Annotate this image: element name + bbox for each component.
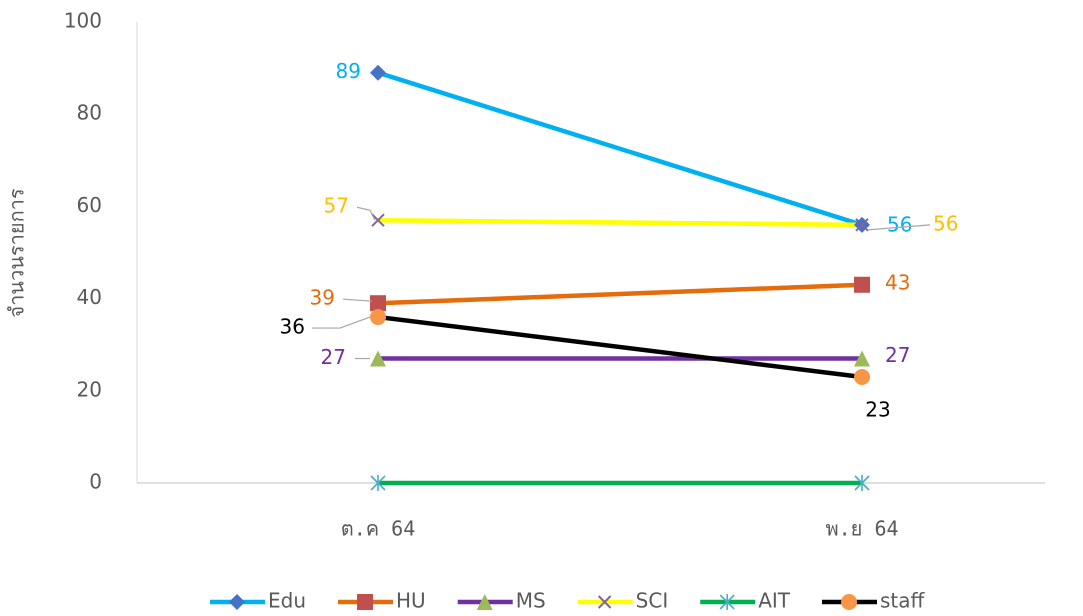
legend-label: staff <box>880 589 926 613</box>
data-label: 23 <box>865 397 890 421</box>
data-label: 27 <box>885 343 910 367</box>
series-line <box>377 217 863 228</box>
y-tick-label: 80 <box>77 101 102 125</box>
data-label: 36 <box>280 315 305 339</box>
y-tick-label: 0 <box>89 470 102 494</box>
legend-marker <box>229 594 245 610</box>
marker <box>854 350 870 367</box>
legend-label: HU <box>396 589 426 613</box>
y-tick-label: 20 <box>77 377 102 401</box>
marker <box>854 475 870 491</box>
y-tick-label: 60 <box>77 193 102 217</box>
legend-label: SCI <box>636 589 669 613</box>
data-label: 27 <box>321 345 346 369</box>
y-axis-title: จำนวนรายการ <box>5 188 29 318</box>
legend-marker <box>357 594 374 610</box>
marker <box>370 295 386 312</box>
y-tick-label: 40 <box>77 285 102 309</box>
legend-marker <box>476 594 493 610</box>
marker <box>855 218 869 232</box>
marker <box>371 213 385 227</box>
marker <box>370 64 386 81</box>
data-label: 39 <box>310 286 335 310</box>
legend-marker <box>719 594 735 610</box>
legend-label: MS <box>516 589 546 613</box>
data-label: 43 <box>885 270 910 294</box>
leader-line <box>312 316 371 329</box>
x-tick-label: ต.ค 64 <box>341 517 416 541</box>
leader-line <box>342 298 373 302</box>
legend-marker <box>841 594 858 610</box>
leader-line <box>867 224 931 231</box>
x-tick-label: พ.ย 64 <box>825 517 898 541</box>
leader-line <box>356 206 376 221</box>
marker <box>370 350 386 367</box>
y-tick-label: 100 <box>64 9 102 33</box>
marker <box>370 475 386 491</box>
series-line <box>377 314 863 380</box>
legend-label: AIT <box>758 589 791 613</box>
marker <box>370 309 386 326</box>
legend-marker <box>597 595 612 609</box>
marker <box>854 368 870 385</box>
series-line <box>377 282 863 306</box>
data-label: 56 <box>887 212 912 236</box>
data-label: 56 <box>933 211 958 235</box>
data-label: 89 <box>336 59 361 83</box>
marker <box>854 276 870 293</box>
data-label: 57 <box>324 194 349 218</box>
legend-label: Edu <box>268 589 306 613</box>
series-line <box>377 70 863 227</box>
